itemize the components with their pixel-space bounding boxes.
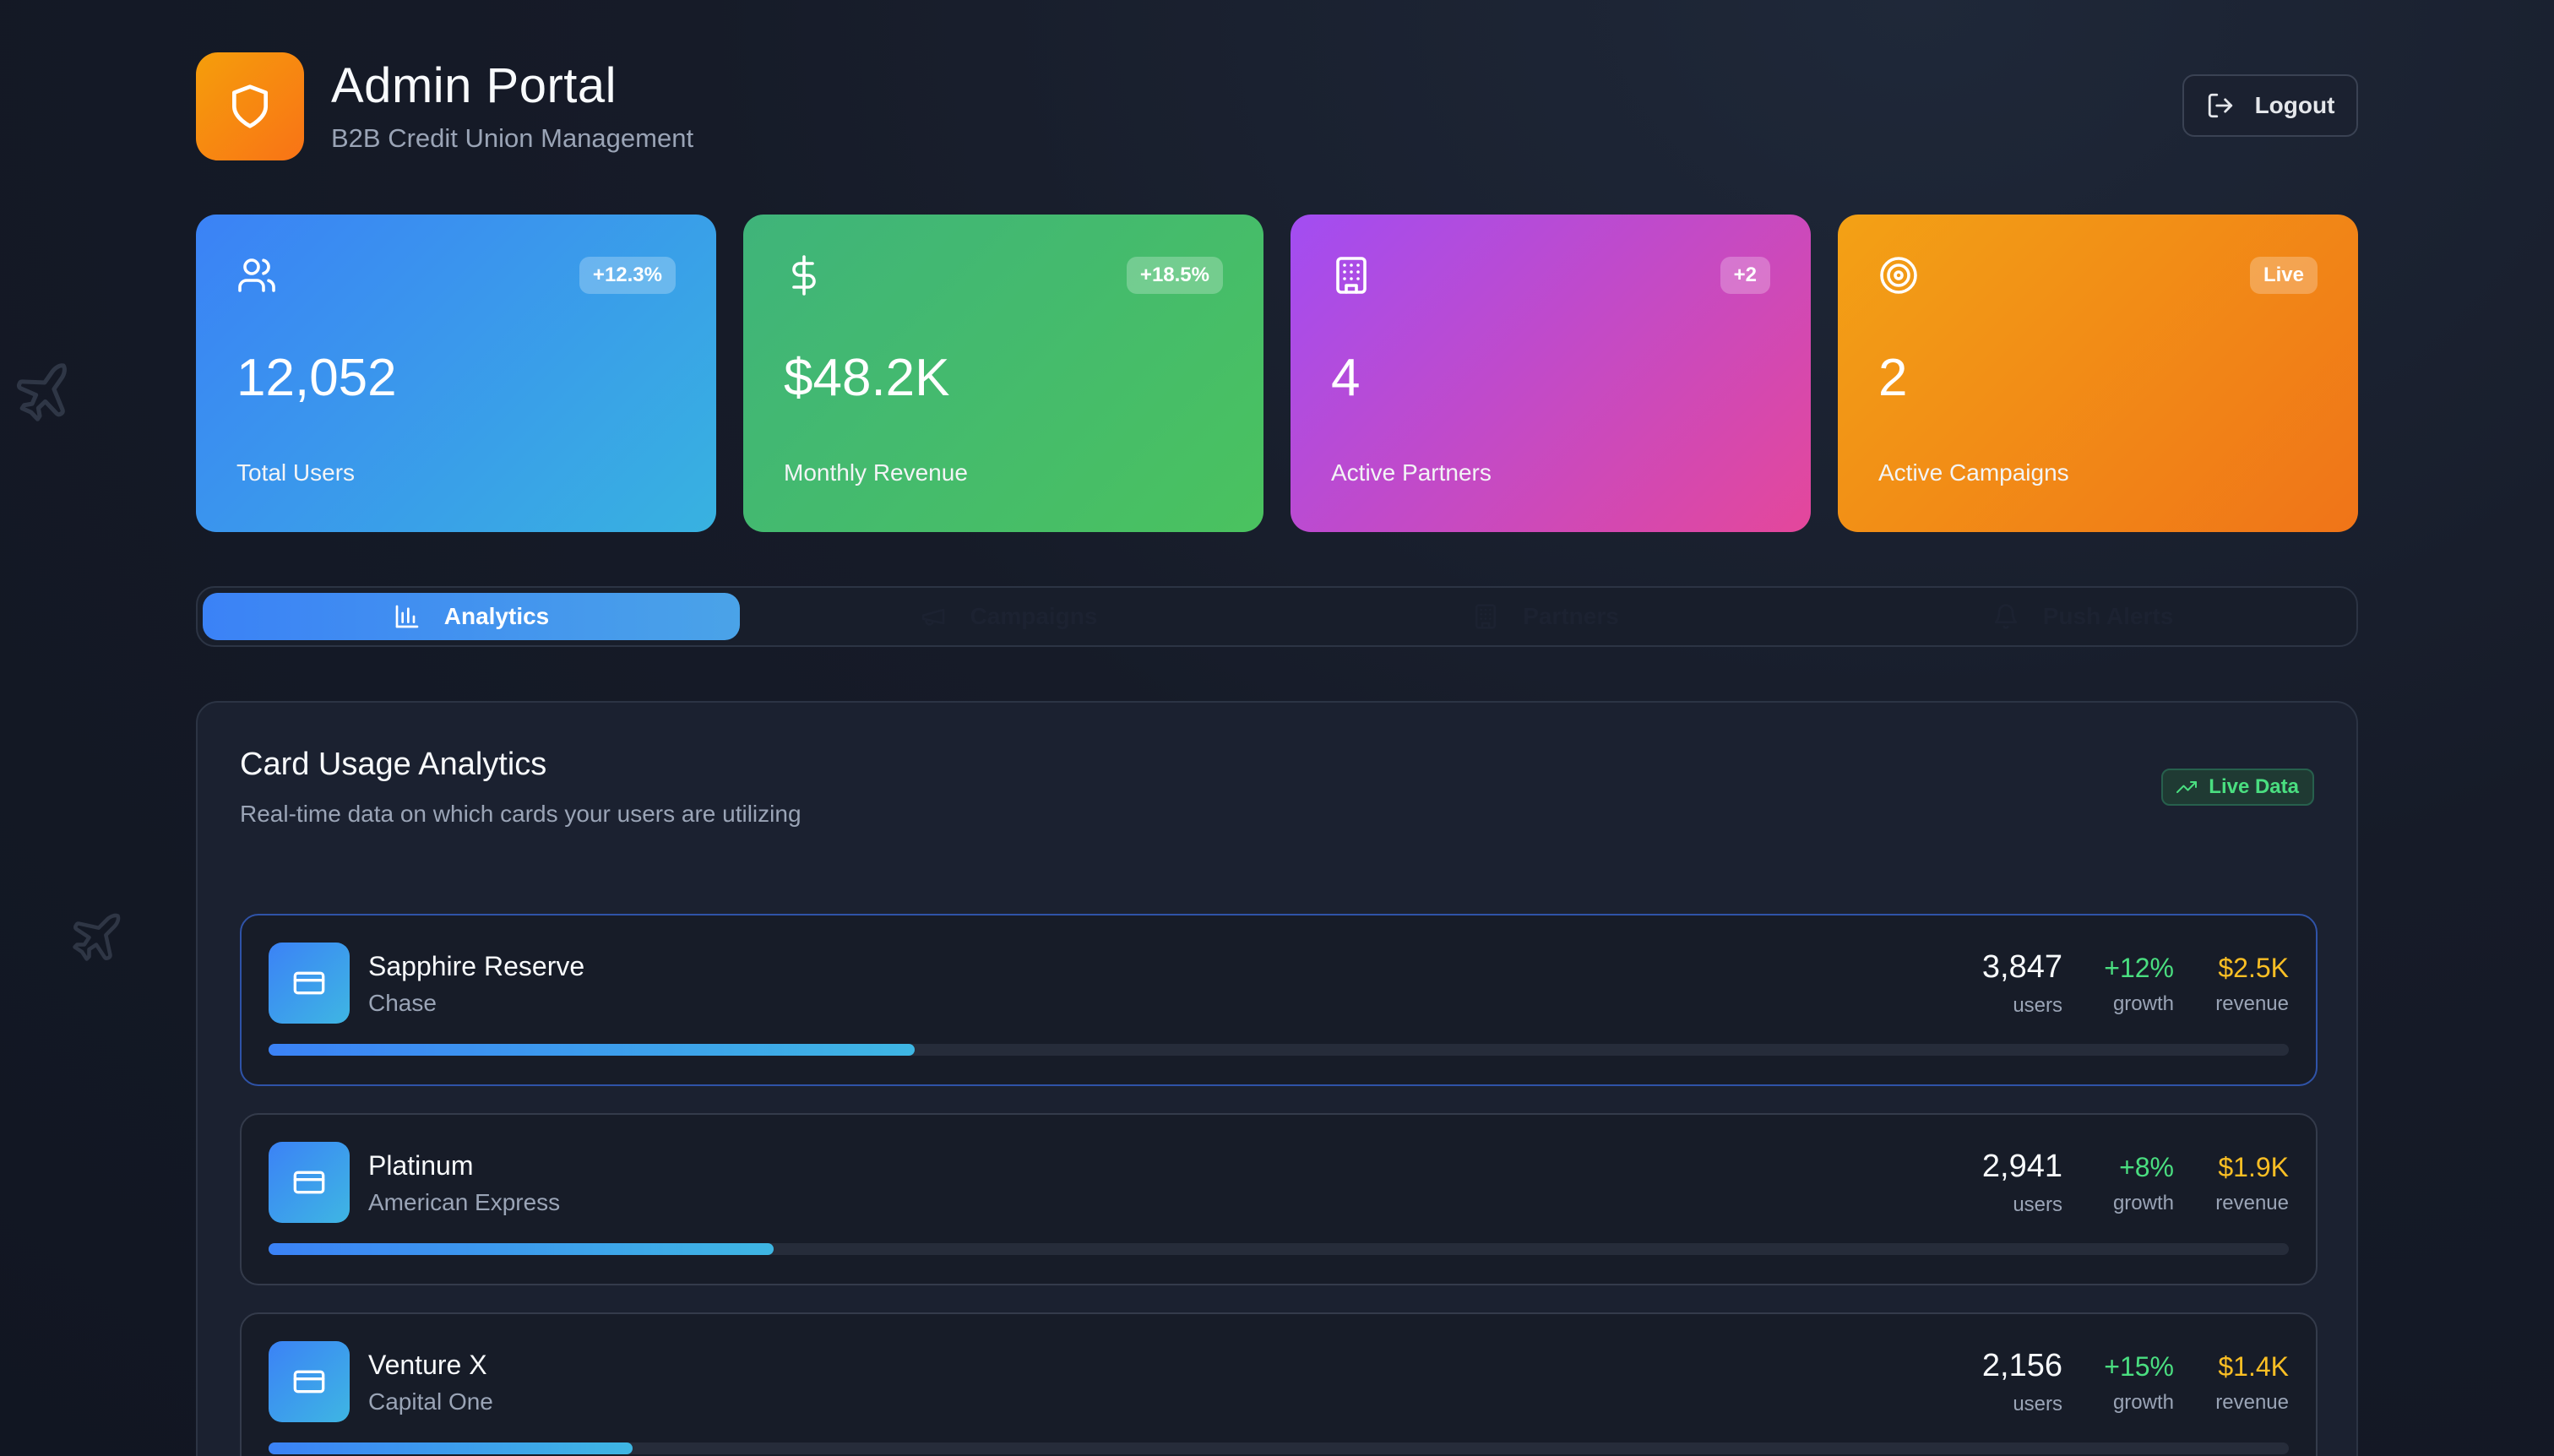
growth-metric: +15% growth: [2104, 1348, 2174, 1415]
card-usage-panel: Card Usage Analytics Real-time data on w…: [196, 701, 2358, 1456]
growth-label: growth: [2112, 1391, 2174, 1414]
users-icon: [236, 255, 277, 296]
revenue-label: revenue: [2215, 992, 2289, 1015]
stat-label: Monthly Revenue: [784, 459, 968, 486]
bar-chart-icon: [395, 605, 419, 628]
usage-bar-track: [269, 1442, 2289, 1454]
stat-label: Total Users: [236, 459, 356, 486]
revenue-metric: $1.4K revenue: [2215, 1348, 2289, 1415]
usage-bar-track: [269, 1243, 2289, 1255]
stat-card-active-campaigns: Live 2 Active Campaigns: [1838, 215, 2358, 532]
card-row-venture-x[interactable]: Venture X Capital One 2,156 users +15% g…: [240, 1312, 2318, 1456]
stat-badge: +18.5%: [1126, 257, 1223, 294]
card-list: Sapphire Reserve Chase 3,847 users +12% …: [240, 914, 2318, 1456]
logout-label: Logout: [2254, 92, 2335, 118]
logout-icon: [2208, 93, 2232, 118]
airplane-icon: [7, 356, 81, 431]
users-metric: 2,156 users: [1982, 1348, 2062, 1416]
stats-row: +12.3% 12,052 Total Users +18.5% $48.2K …: [196, 215, 2358, 532]
revenue-value: $2.5K: [2218, 953, 2289, 983]
airplane-icon: [68, 909, 125, 966]
stat-value: 2: [1878, 349, 1908, 407]
usage-bar-fill: [269, 1442, 633, 1454]
users-value: 2,156: [1981, 1348, 2062, 1383]
stat-badge: +12.3%: [579, 257, 676, 294]
stat-card-monthly-revenue: +18.5% $48.2K Monthly Revenue: [743, 215, 1263, 532]
tab-push-alerts[interactable]: Push Alerts: [1814, 593, 2351, 640]
growth-metric: +8% growth: [2113, 1149, 2174, 1215]
stat-badge: +2: [1720, 257, 1770, 294]
trending-up-icon: [2176, 781, 2198, 793]
tab-label: Campaigns: [970, 603, 1098, 629]
card-issuer: Chase: [368, 990, 437, 1016]
usage-bar-fill: [269, 1243, 774, 1255]
building-icon: [1475, 604, 1497, 629]
target-icon: [1878, 255, 1919, 296]
app-logo: [196, 52, 304, 160]
live-data-label: Live Data: [2209, 775, 2299, 798]
live-data-badge: Live Data: [2161, 769, 2314, 806]
stat-value: 12,052: [236, 349, 397, 407]
bell-icon: [1994, 604, 2018, 629]
users-metric: 2,941 users: [1982, 1149, 2062, 1217]
growth-label: growth: [2112, 992, 2174, 1015]
growth-value: +15%: [2104, 1351, 2174, 1382]
credit-card-icon: [269, 1341, 350, 1422]
tab-label: Push Alerts: [2042, 603, 2174, 629]
revenue-label: revenue: [2215, 1192, 2289, 1214]
growth-label: growth: [2112, 1192, 2174, 1214]
tab-label: Analytics: [443, 603, 550, 629]
logout-button[interactable]: Logout: [2182, 74, 2358, 137]
panel-subtitle: Real-time data on which cards your users…: [240, 801, 802, 827]
credit-card-icon: [269, 1142, 350, 1223]
stat-card-total-users: +12.3% 12,052 Total Users: [196, 215, 716, 532]
revenue-label: revenue: [2215, 1391, 2289, 1414]
card-row-platinum[interactable]: Platinum American Express 2,941 users +8…: [240, 1113, 2318, 1285]
usage-bar-fill: [269, 1044, 916, 1056]
stat-label: Active Partners: [1331, 459, 1492, 486]
stat-card-active-partners: +2 4 Active Partners: [1291, 215, 1811, 532]
usage-bar-track: [269, 1044, 2289, 1056]
growth-value: +8%: [2119, 1152, 2174, 1182]
tab-analytics[interactable]: Analytics: [203, 593, 740, 640]
users-metric: 3,847 users: [1982, 949, 2062, 1018]
header: Admin Portal B2B Credit Union Management…: [196, 52, 2358, 160]
stat-label: Active Campaigns: [1878, 459, 2069, 486]
revenue-value: $1.4K: [2218, 1351, 2289, 1382]
page-subtitle: B2B Credit Union Management: [331, 123, 694, 153]
credit-card-icon: [269, 943, 350, 1024]
stat-badge: Live: [2249, 257, 2318, 294]
users-value: 3,847: [1981, 949, 2062, 985]
building-icon: [1331, 255, 1372, 296]
users-label: users: [2013, 1193, 2062, 1216]
card-issuer: Capital One: [368, 1388, 493, 1415]
page-title: Admin Portal: [331, 58, 617, 113]
stat-value: $48.2K: [784, 349, 950, 407]
users-label: users: [2013, 994, 2062, 1017]
card-name: Platinum: [368, 1150, 474, 1181]
growth-metric: +12% growth: [2104, 949, 2174, 1016]
shield-icon: [232, 84, 268, 128]
revenue-metric: $1.9K revenue: [2215, 1149, 2289, 1215]
growth-value: +12%: [2104, 953, 2174, 983]
users-label: users: [2013, 1393, 2062, 1415]
dollar-icon: [784, 255, 824, 296]
card-name: Venture X: [368, 1350, 487, 1380]
users-value: 2,941: [1981, 1149, 2062, 1184]
tab-label: Partners: [1523, 603, 1619, 629]
revenue-metric: $2.5K revenue: [2215, 949, 2289, 1016]
card-row-sapphire-reserve[interactable]: Sapphire Reserve Chase 3,847 users +12% …: [240, 914, 2318, 1086]
tab-bar: Analytics Campaigns Partners Push Alerts: [196, 586, 2358, 647]
card-issuer: American Express: [368, 1189, 561, 1215]
revenue-value: $1.9K: [2218, 1152, 2289, 1182]
stat-value: 4: [1331, 349, 1361, 407]
tab-partners[interactable]: Partners: [1277, 593, 1814, 640]
panel-title: Card Usage Analytics: [240, 747, 547, 782]
card-name: Sapphire Reserve: [368, 951, 585, 981]
tab-campaigns[interactable]: Campaigns: [740, 593, 1277, 640]
megaphone-icon: [921, 608, 944, 626]
